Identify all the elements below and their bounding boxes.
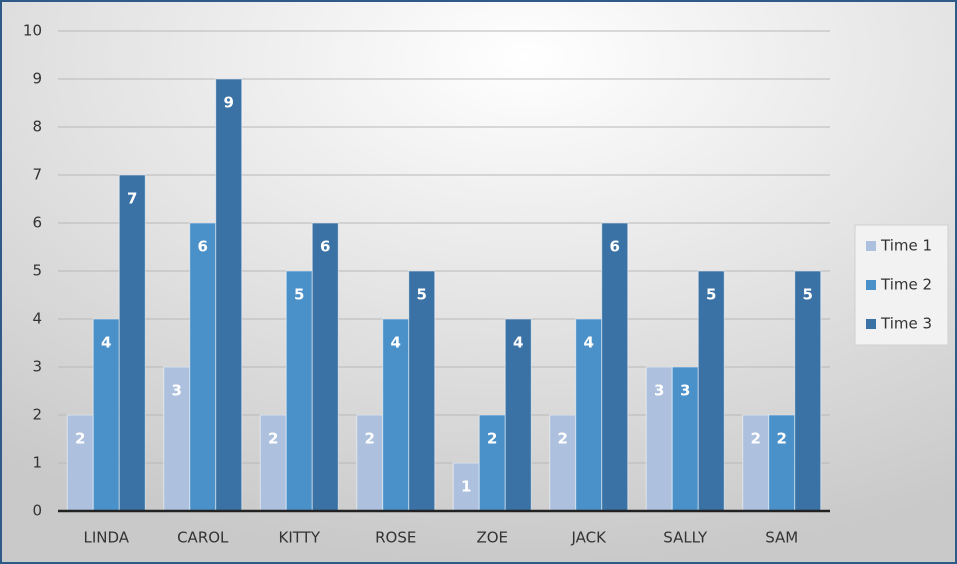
bar [794, 270, 822, 512]
bar [742, 414, 770, 512]
value-label: 9 [224, 94, 234, 112]
value-label: 3 [680, 382, 690, 400]
value-label: 4 [513, 334, 523, 352]
bar [697, 270, 725, 512]
bar [601, 222, 629, 512]
value-label: 5 [417, 286, 427, 304]
legend-swatch [866, 241, 876, 251]
bar [575, 318, 603, 512]
y-tick-label: 3 [32, 358, 42, 376]
bar [92, 318, 120, 512]
bar [163, 366, 191, 512]
y-tick-label: 10 [23, 22, 42, 40]
y-tick-label: 5 [32, 262, 42, 280]
y-tick-label: 4 [32, 310, 42, 328]
x-tick-label: ZOE [476, 529, 508, 547]
x-tick-label: KITTY [279, 529, 321, 547]
legend-label: Time 1 [880, 237, 932, 255]
value-label: 2 [487, 430, 497, 448]
bar [215, 78, 243, 512]
x-tick-label: SAM [765, 529, 798, 547]
value-label: 6 [320, 238, 330, 256]
legend-swatch [866, 280, 876, 290]
value-label: 2 [365, 430, 375, 448]
value-label: 4 [391, 334, 401, 352]
x-tick-label: JACK [571, 529, 608, 547]
value-label: 6 [610, 238, 620, 256]
bar [408, 270, 436, 512]
bar [285, 270, 313, 512]
y-tick-label: 9 [32, 70, 42, 88]
value-label: 2 [777, 430, 787, 448]
bar [478, 414, 506, 512]
value-label: 4 [101, 334, 111, 352]
bar [118, 174, 146, 512]
bar [645, 366, 673, 512]
bar [452, 462, 480, 512]
value-label: 2 [75, 430, 85, 448]
bar [259, 414, 287, 512]
y-tick-label: 7 [32, 166, 42, 184]
x-tick-label: SALLY [663, 529, 708, 547]
value-label: 4 [584, 334, 594, 352]
legend-swatch [866, 319, 876, 329]
y-tick-label: 1 [32, 454, 42, 472]
value-label: 6 [198, 238, 208, 256]
bar [671, 366, 699, 512]
value-label: 3 [172, 382, 182, 400]
legend-label: Time 3 [880, 315, 932, 333]
y-tick-label: 8 [32, 118, 42, 136]
bar [356, 414, 384, 512]
value-label: 7 [127, 190, 137, 208]
legend-label: Time 2 [880, 276, 932, 294]
value-label: 2 [268, 430, 278, 448]
value-label: 2 [751, 430, 761, 448]
x-tick-label: CAROL [177, 529, 229, 547]
bar [311, 222, 339, 512]
bar [768, 414, 796, 512]
y-tick-label: 2 [32, 406, 42, 424]
value-label: 3 [654, 382, 664, 400]
value-label: 5 [803, 286, 813, 304]
value-label: 2 [558, 430, 568, 448]
value-label: 5 [706, 286, 716, 304]
x-tick-label: LINDA [83, 529, 129, 547]
bar [504, 318, 532, 512]
y-tick-label: 0 [32, 502, 42, 520]
y-tick-label: 6 [32, 214, 42, 232]
value-label: 5 [294, 286, 304, 304]
value-label: 1 [461, 478, 471, 496]
bar [189, 222, 217, 512]
x-tick-label: ROSE [375, 529, 416, 547]
bar [549, 414, 577, 512]
